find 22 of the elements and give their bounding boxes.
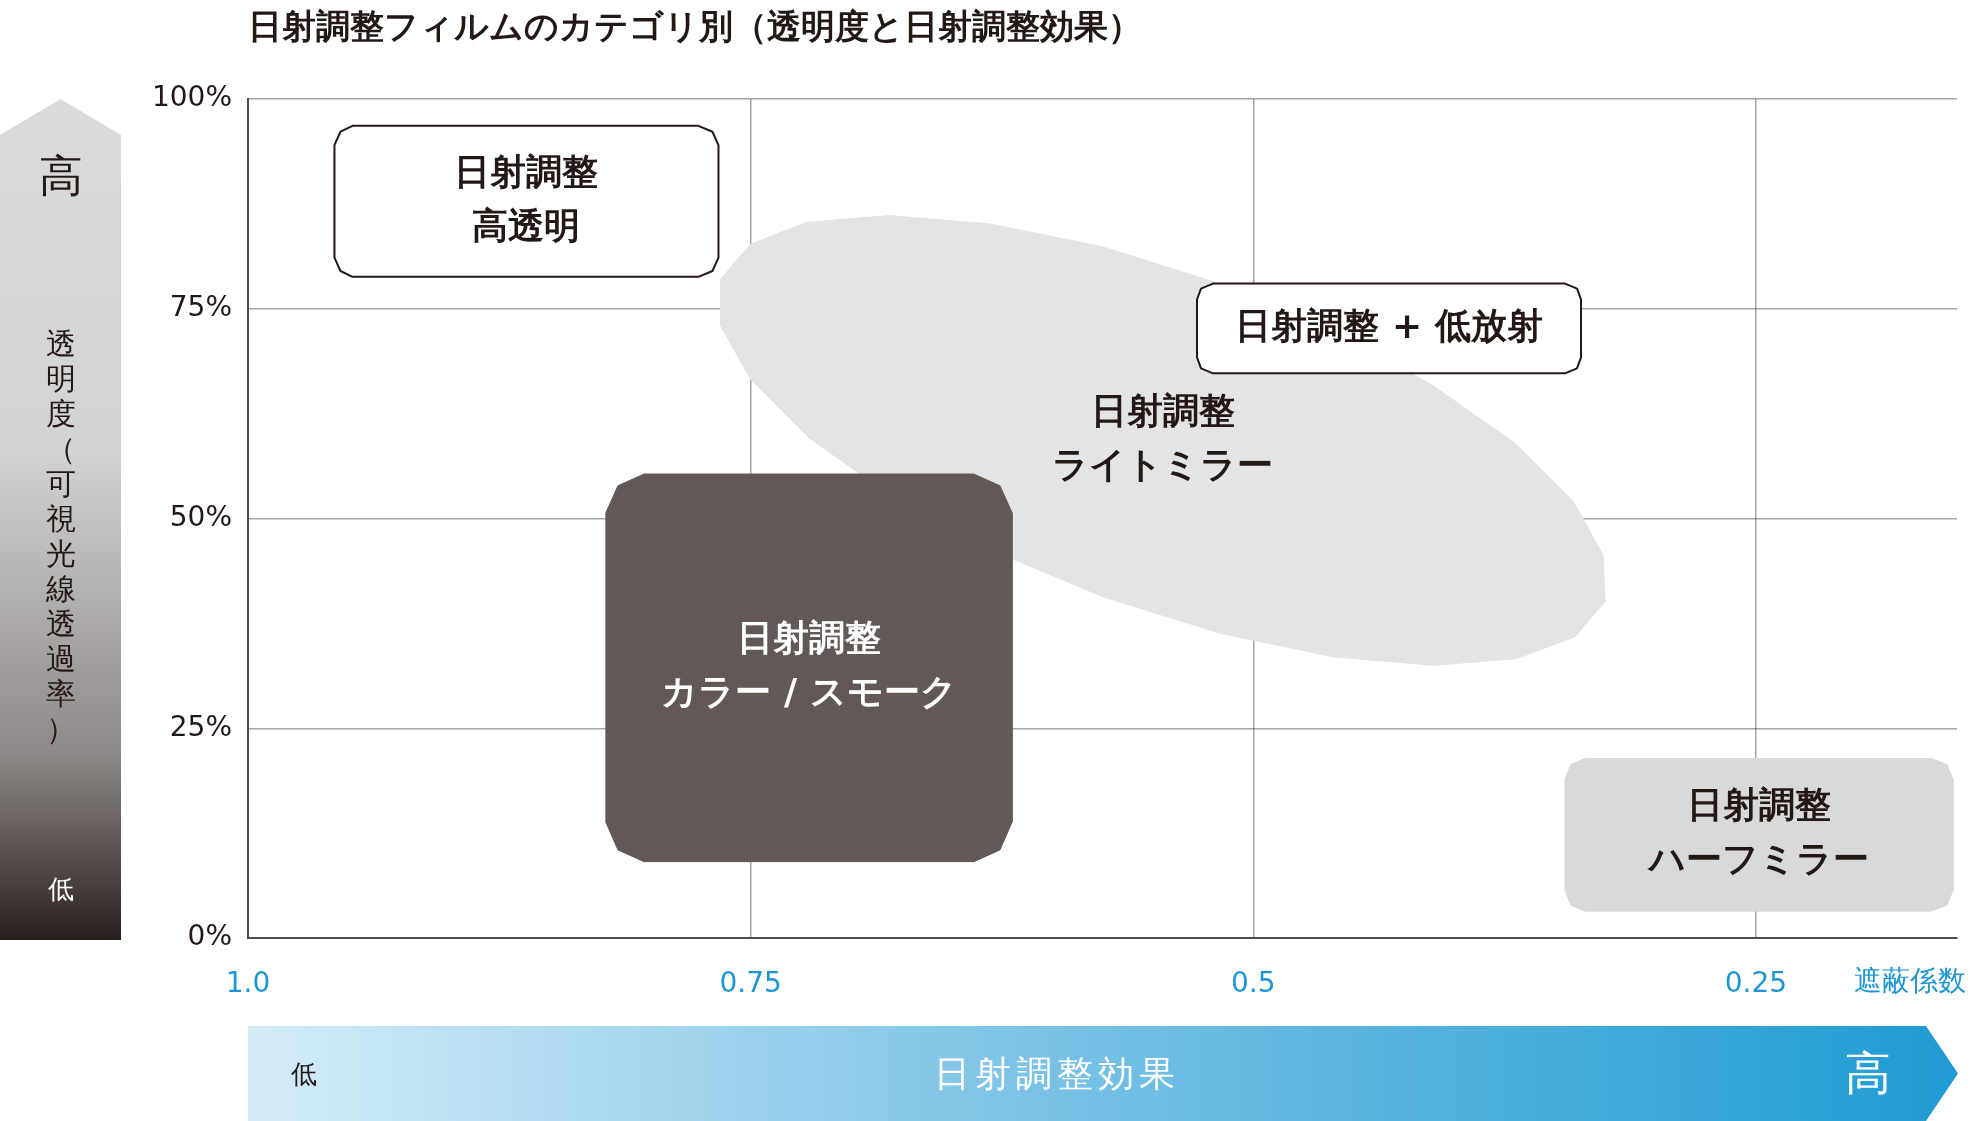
y-tick-label: 0% xyxy=(187,919,232,953)
series-label: 日射調整 + 低放射 xyxy=(1235,304,1543,346)
y-tick-label: 75% xyxy=(169,290,232,324)
x-tick-label: 1.0 xyxy=(225,966,271,1000)
x-tick-label: 0.25 xyxy=(1724,966,1788,1000)
y-tick-label: 100% xyxy=(151,80,232,114)
series-label: 日射調整ハーフミラー xyxy=(1646,784,1869,880)
text: 高 xyxy=(38,148,83,203)
text: 日射調整効果 xyxy=(934,1051,1180,1095)
text: 透明度（可視光線透過率） xyxy=(45,326,76,746)
series-label: 日射調整カラー / スモーク xyxy=(661,617,957,713)
series-label: 日射調整高透明 xyxy=(454,150,599,246)
text: 低 xyxy=(47,872,74,906)
chart-title: 日射調整フィルムのカテゴリ別（透明度と日射調整効果） xyxy=(248,5,1142,48)
x-tick-label: 0.5 xyxy=(1231,966,1276,1000)
y-tick-label: 50% xyxy=(169,499,232,533)
text: 高 xyxy=(1845,1044,1891,1102)
x-tick-label: 0.75 xyxy=(719,966,782,1000)
x-axis-title: 遮蔽係数 xyxy=(1854,964,1966,998)
text: 低 xyxy=(291,1057,317,1090)
series-label: 日射調整ライトミラー xyxy=(1052,389,1274,485)
y-tick-label: 25% xyxy=(169,709,232,743)
